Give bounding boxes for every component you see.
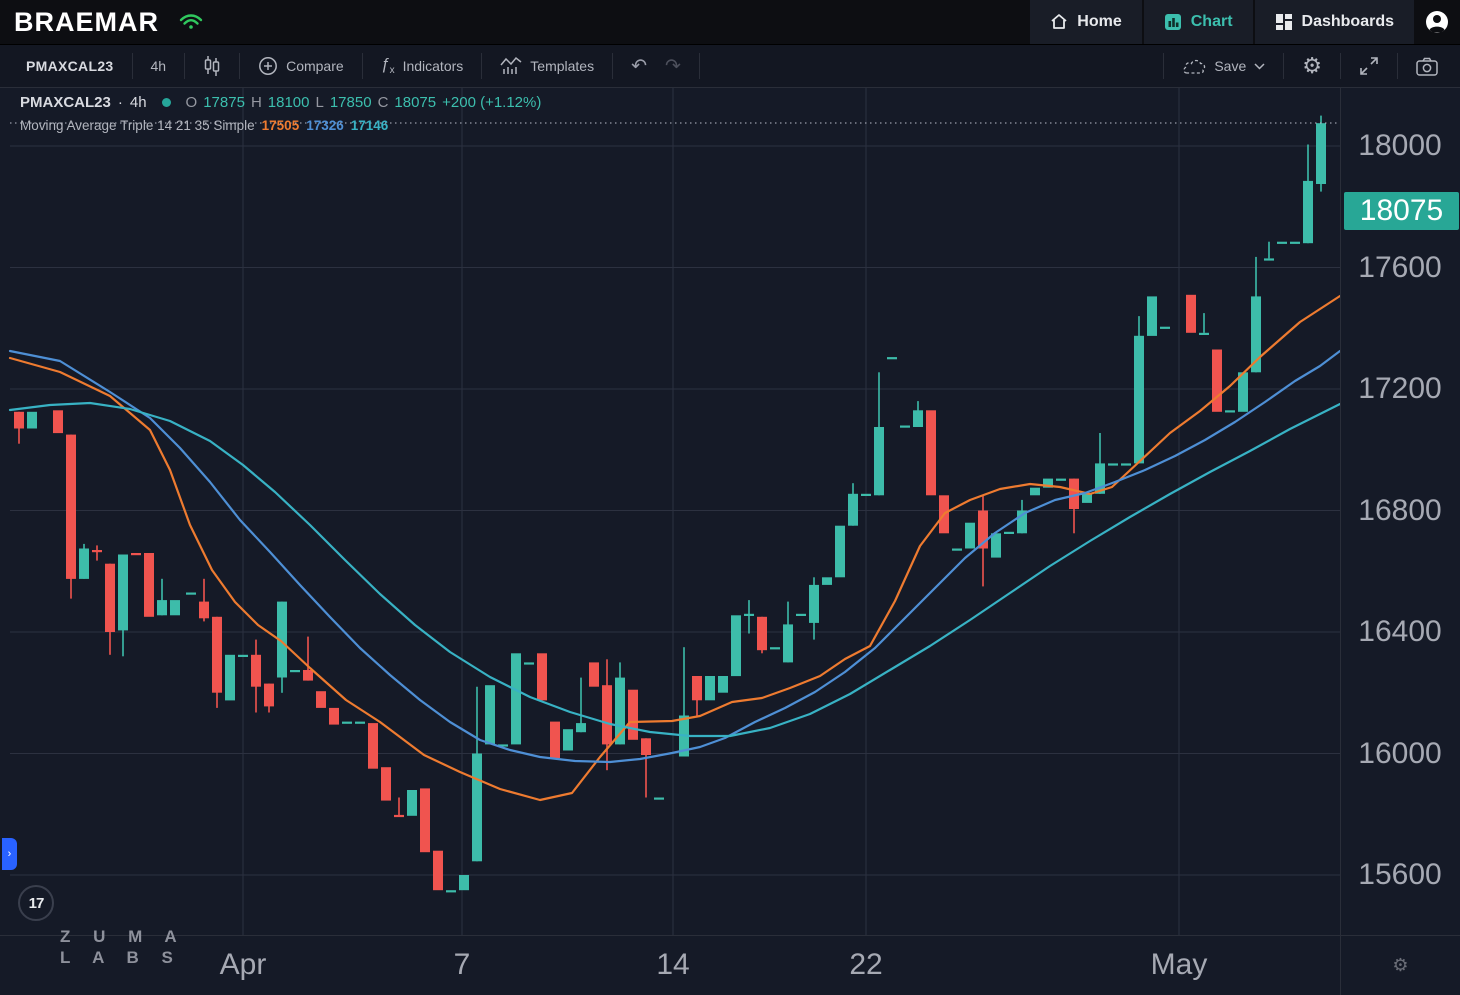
brand-logo: BRAEMAR [14, 6, 159, 37]
legend-symbol-row[interactable]: PMAXCAL23 · 4h O 17875 H 18100 L 17850 C 180… [20, 94, 541, 111]
price-axis-label: 16400 [1358, 615, 1442, 648]
legend-symbol: PMAXCAL23 [20, 94, 111, 111]
fullscreen-icon [1360, 57, 1378, 75]
nav-dashboards-button[interactable]: Dashboards [1254, 0, 1414, 44]
price-axis-label: 17200 [1358, 372, 1442, 405]
nav-chart-label: Chart [1190, 13, 1233, 30]
low-label: L [315, 94, 324, 111]
fx-icon: ƒx [380, 55, 395, 77]
home-icon [1051, 14, 1067, 29]
time-axis-label: Apr [219, 948, 267, 981]
close-value: 18075 [394, 94, 437, 111]
legend-interval: 4h [129, 94, 147, 111]
price-axis-label: 16000 [1358, 737, 1442, 770]
nav-dashboards-label: Dashboards [1301, 13, 1394, 30]
watermark-line2: L A B S [60, 948, 182, 967]
screenshot-button[interactable] [1402, 51, 1452, 81]
watermark-line1: Z U M A [60, 927, 186, 946]
price-axis-label: 15600 [1358, 858, 1442, 891]
axis-settings-gear-icon[interactable]: ⚙ [1392, 955, 1409, 975]
wifi-icon [179, 12, 203, 32]
ma-fast-value: 17505 [261, 118, 300, 133]
last-price-badge: 18075 [1344, 192, 1459, 230]
price-axis-label: 18000 [1358, 129, 1442, 162]
drawing-toolbar-expand-tab[interactable]: › [2, 838, 17, 870]
open-label: O [185, 94, 198, 111]
nav-chart-button[interactable]: Chart [1143, 0, 1253, 44]
close-label: C [377, 94, 389, 111]
high-label: H [250, 94, 262, 111]
compare-button[interactable]: Compare [244, 51, 358, 81]
chart-legend: PMAXCAL23 · 4h O 17875 H 18100 L 17850 C 180… [20, 94, 541, 133]
zuma-labs-watermark: Z U M A L A B S [60, 926, 186, 968]
chart-toolbar: PMAXCAL23 4h Compare ƒx [0, 44, 1460, 88]
compare-label: Compare [286, 58, 344, 74]
templates-button[interactable]: Templates [486, 51, 608, 81]
indicator-title: Moving Average Triple 14 21 35 Simple [20, 118, 255, 133]
camera-icon [1416, 57, 1438, 76]
ohlc-values: O 17875 H 18100 L 17850 C 18075 +200 (+1.12%… [186, 94, 542, 111]
undo-button[interactable]: ↶ [631, 55, 648, 77]
symbol-button[interactable]: PMAXCAL23 [26, 58, 114, 74]
candlestick-icon [204, 56, 220, 76]
top-nav: BRAEMAR Home Chart [0, 0, 1460, 44]
ma-slow-value: 17146 [350, 118, 389, 133]
save-button[interactable]: Save [1168, 51, 1279, 81]
compare-plus-icon [259, 57, 278, 75]
time-axis[interactable]: Apr 7 14 22 May [0, 935, 1340, 995]
legend-separator: · [117, 94, 123, 111]
low-value: 17850 [329, 94, 372, 111]
settings-button[interactable]: ⚙ [1302, 53, 1322, 78]
candlestick-chart[interactable] [0, 88, 1342, 935]
chevron-down-icon [1254, 62, 1265, 70]
chart-icon [1164, 14, 1181, 30]
axis-corner: ⚙ [1340, 935, 1460, 995]
high-value: 18100 [267, 94, 310, 111]
change-value: +200 (+1.12%) [442, 94, 542, 111]
indicator-legend-row[interactable]: Moving Average Triple 14 21 35 Simple 17… [20, 118, 541, 133]
templates-icon [500, 56, 522, 74]
candle-style-button[interactable] [189, 51, 235, 81]
market-status-dot [161, 98, 171, 107]
open-value: 17875 [203, 94, 245, 111]
price-axis[interactable]: 18075 18000 17600 17200 16800 16400 16000 1560… [1340, 88, 1460, 935]
time-axis-label: 22 [849, 948, 883, 981]
time-axis-label: 14 [656, 948, 690, 981]
ma-mid-value: 17326 [306, 118, 344, 133]
indicators-label: Indicators [402, 58, 464, 74]
user-icon [1426, 11, 1448, 33]
redo-button[interactable]: ↷ [665, 55, 681, 77]
chart-pane: PMAXCAL23 · 4h O 17875 H 18100 L 17850 C 180… [0, 88, 1460, 995]
indicators-button[interactable]: ƒx Indicators [367, 51, 478, 81]
tradingview-logo[interactable]: 17 [18, 885, 54, 921]
dashboards-icon [1275, 14, 1292, 30]
time-axis-label: May [1150, 948, 1208, 981]
time-axis-label: 7 [453, 948, 471, 981]
price-axis-label: 16800 [1358, 494, 1442, 527]
nav-home-button[interactable]: Home [1030, 0, 1142, 44]
cloud-icon [1183, 59, 1206, 74]
price-axis-label: 17600 [1358, 251, 1442, 284]
interval-button[interactable]: 4h [150, 58, 167, 74]
fullscreen-button[interactable] [1345, 51, 1393, 81]
save-label: Save [1214, 58, 1247, 74]
user-avatar-button[interactable] [1414, 0, 1460, 44]
templates-label: Templates [530, 58, 595, 74]
nav-home-label: Home [1077, 13, 1122, 30]
